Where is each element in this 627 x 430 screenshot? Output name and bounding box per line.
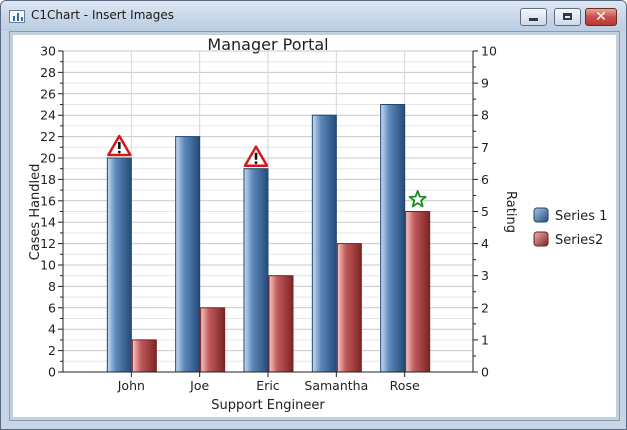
chart-area: Manager Portal 0 2 4 6 8 10 12 14 16 18 20 22 24 26 28… (9, 31, 620, 421)
bar-chart: Manager Portal 0246810121416182022242628… (10, 32, 619, 420)
bar-series-1-joe (175, 136, 201, 373)
title-bar[interactable]: C1Chart - Insert Images ✕ (1, 1, 626, 31)
window-title: C1Chart - Insert Images (31, 8, 175, 22)
x-axis-title: Support Engineer (211, 398, 325, 413)
right-axis-tick-label: 1 (481, 332, 489, 347)
left-axis-tick-label: 22 (40, 129, 56, 144)
warning-icon (107, 134, 132, 157)
warning-icon (243, 145, 269, 167)
bar-series2-eric (268, 275, 294, 373)
axes (58, 50, 478, 377)
y-axis-title: Cases Handled (28, 164, 43, 261)
bar-series2-john (131, 339, 157, 373)
left-axis-tick-label: 28 (40, 65, 56, 80)
annotations (107, 134, 427, 208)
maximize-button[interactable] (554, 8, 581, 26)
left-axis-tick-label: 8 (48, 279, 56, 294)
x-axis-tick-label: Eric (256, 378, 280, 393)
right-axis-tick-label: 6 (481, 172, 489, 187)
x-axis-tick-label: Samantha (304, 378, 368, 393)
right-axis-tick-label: 2 (481, 300, 489, 315)
left-axis-tick-label: 30 (40, 44, 56, 59)
right-axis-labels: 0 1 2 3 4 5 6 7 8 9 10 (481, 44, 497, 380)
legend: Series 1 Series2 (533, 207, 607, 248)
right-axis-tick-label: 8 (481, 108, 489, 123)
left-axis-tick-label: 6 (48, 300, 56, 315)
left-axis-tick-label: 26 (40, 86, 56, 101)
legend-swatch-series-1 (533, 207, 549, 223)
x-axis-tick-label: Rose (390, 378, 420, 393)
maximize-icon (563, 13, 572, 20)
bar-series-1-samantha (311, 114, 337, 373)
category-axis-labels: John Joe Eric Samantha Rose (117, 378, 420, 393)
right-axis-tick-label: 3 (481, 268, 489, 283)
star-icon (408, 190, 427, 208)
left-axis-tick-label: 20 (40, 151, 56, 166)
chart-app-icon (9, 10, 25, 23)
bar-series-1-john (106, 157, 132, 373)
bar-series2-rose (405, 211, 431, 373)
left-axis-tick-label: 2 (48, 343, 56, 358)
warning-icon-dot (254, 161, 258, 165)
bar-series-1-rose (380, 104, 406, 373)
left-axis-tick-label: 0 (48, 365, 56, 380)
left-axis-tick-label: 4 (48, 322, 56, 337)
warning-icon-bar (254, 152, 258, 160)
legend-label-series-1: Series 1 (555, 209, 607, 224)
chart-title: Manager Portal (207, 35, 328, 54)
x-axis-tick-label: John (117, 378, 145, 393)
left-axis-tick-label: 14 (40, 215, 56, 230)
close-icon: ✕ (595, 9, 607, 25)
right-axis-tick-label: 7 (481, 140, 489, 155)
warning-icon-bar (118, 142, 121, 149)
bar-series-1-eric (243, 168, 269, 373)
bar-series2-joe (200, 307, 226, 373)
left-axis-tick-label: 18 (40, 172, 56, 187)
right-axis-tick-label: 10 (481, 44, 497, 59)
bar-series2-samantha (336, 243, 362, 373)
right-axis-tick-label: 0 (481, 365, 489, 380)
right-axis-tick-label: 5 (481, 204, 489, 219)
warning-icon-dot (117, 150, 121, 154)
legend-label-series-2: Series2 (555, 233, 603, 248)
left-axis-tick-label: 10 (40, 258, 56, 273)
close-button[interactable]: ✕ (585, 8, 617, 26)
minimize-icon (529, 18, 538, 21)
x-axis-tick-label: Joe (189, 378, 209, 393)
bars (106, 104, 431, 373)
legend-swatch-series-2 (533, 231, 549, 247)
left-axis-tick-label: 16 (40, 193, 56, 208)
star-icon-shape (408, 190, 427, 208)
left-axis-tick-label: 24 (40, 108, 56, 123)
right-axis-tick-label: 4 (481, 236, 489, 251)
left-axis-tick-label: 12 (40, 236, 56, 251)
y2-axis-title: Rating (503, 191, 518, 233)
minimize-button[interactable] (520, 8, 547, 26)
right-axis-tick-label: 9 (481, 76, 489, 91)
